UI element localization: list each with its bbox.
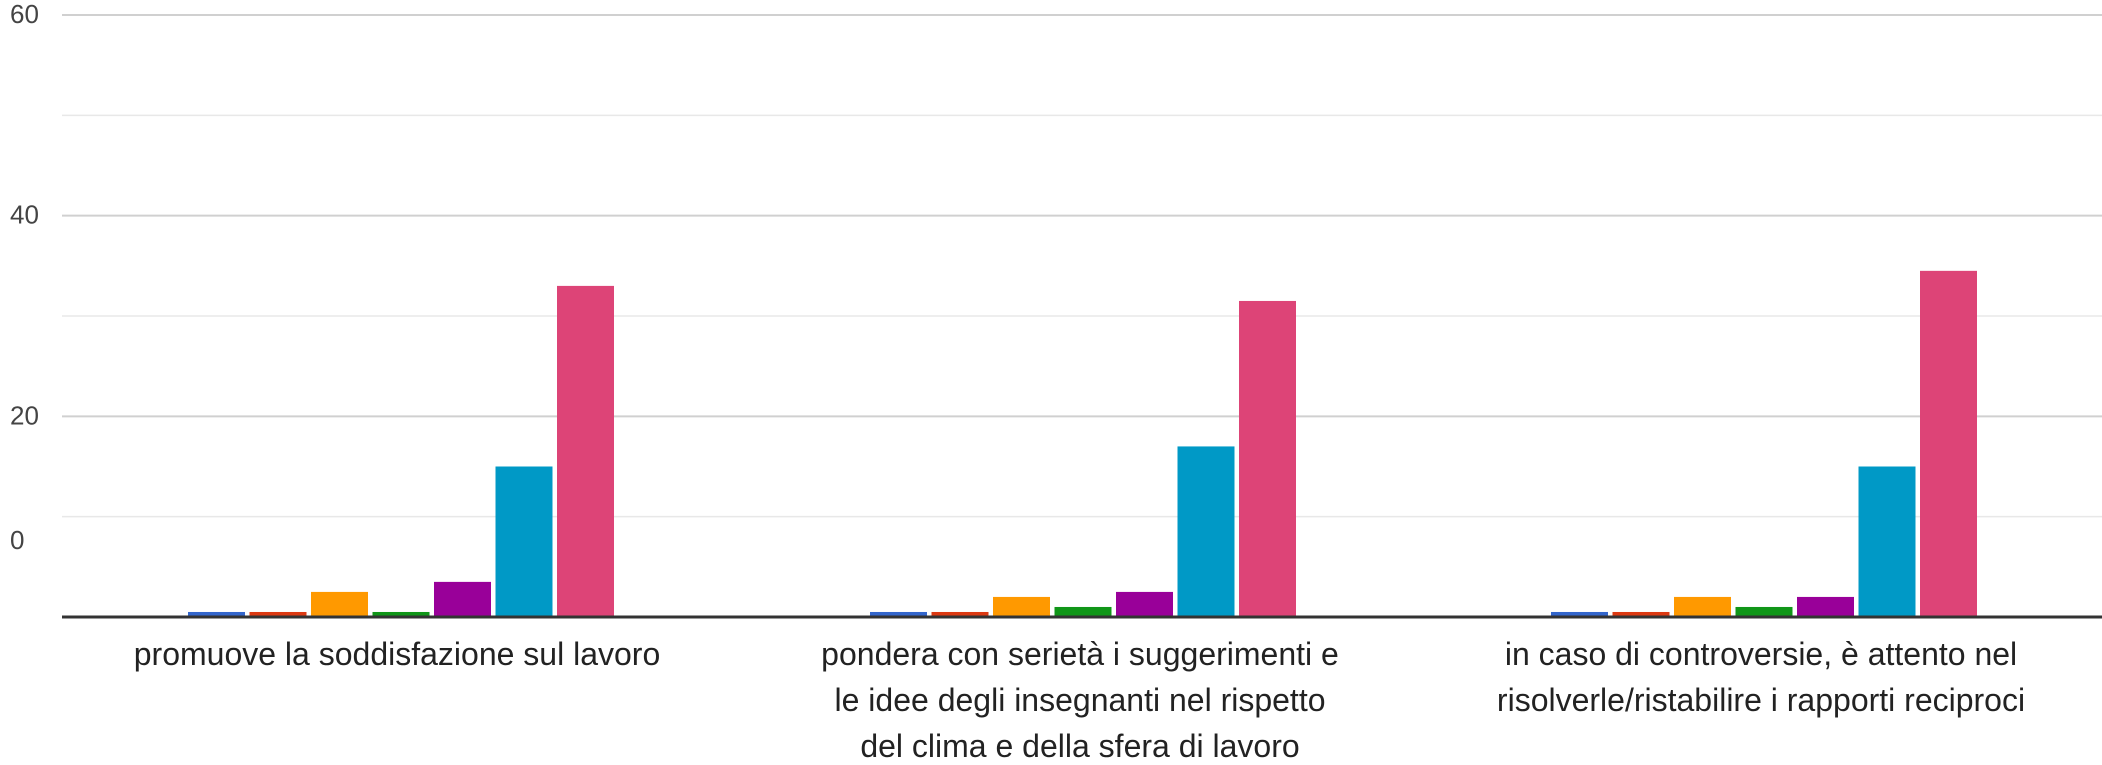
- bar: [1177, 446, 1235, 617]
- bar: [1858, 466, 1916, 617]
- bar: [1612, 611, 1670, 617]
- bar: [1116, 591, 1173, 617]
- bar: [434, 581, 491, 617]
- bar: [311, 591, 368, 617]
- bar: [1797, 596, 1854, 617]
- y-tick-label: 60: [10, 0, 39, 29]
- bar: [993, 596, 1050, 617]
- y-tick-label: 20: [10, 400, 39, 430]
- bar: [931, 611, 989, 617]
- category-label: le idee degli insegnanti nel rispetto: [835, 682, 1326, 718]
- category-label: del clima e della sfera di lavoro: [860, 728, 1299, 764]
- category-label: pondera con serietà i suggerimenti e: [821, 636, 1339, 672]
- bar: [495, 466, 553, 617]
- bar: [557, 285, 614, 617]
- bar: [1920, 270, 1977, 617]
- bar: [188, 611, 245, 617]
- category-label: in caso di controversie, è attento nel: [1505, 636, 2017, 672]
- y-tick-label: 40: [10, 200, 39, 230]
- gridlines: [62, 14, 2102, 518]
- y-tick-label: 0: [10, 525, 24, 555]
- bar: [1239, 300, 1296, 617]
- bar: [870, 611, 927, 617]
- category-label: risolverle/ristabilire i rapporti recipr…: [1497, 682, 2025, 718]
- x-axis-category-labels: promuove la soddisfazione sul lavoro pond…: [134, 636, 2025, 764]
- bar: [372, 611, 430, 617]
- category-label: promuove la soddisfazione sul lavoro: [134, 636, 661, 672]
- bar-series: [188, 270, 1977, 617]
- bar: [1735, 606, 1793, 617]
- bar: [1054, 606, 1112, 617]
- bar: [1674, 596, 1731, 617]
- bar: [1551, 611, 1608, 617]
- bar: [249, 611, 307, 617]
- y-axis-tick-labels: 0 20 40 60: [10, 0, 39, 555]
